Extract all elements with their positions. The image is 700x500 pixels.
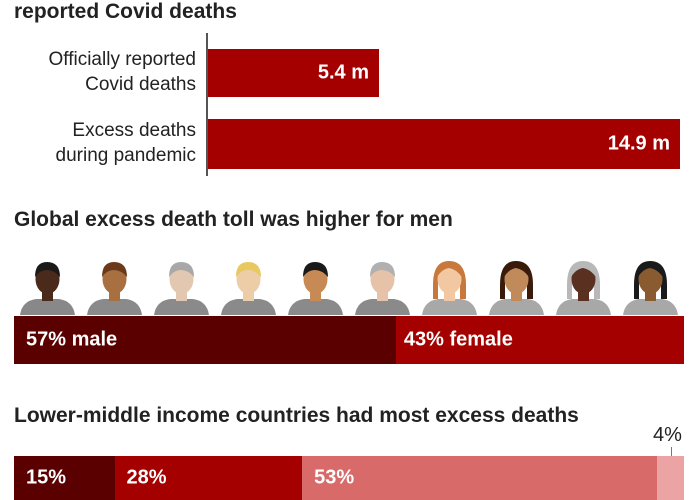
category-label-excess: Excess deaths during pandemic bbox=[56, 118, 196, 168]
category-label-line: during pandemic bbox=[55, 145, 196, 166]
male-face-icon bbox=[215, 255, 282, 315]
male-segment: 57% male bbox=[14, 316, 396, 364]
male-face-icon bbox=[148, 255, 215, 315]
bar-official: 5.4 m bbox=[208, 49, 379, 97]
section1-title: reported Covid deaths bbox=[14, 0, 237, 23]
bar-value-label: 5.4 m bbox=[317, 61, 369, 84]
category-label-line: Excess deaths bbox=[72, 120, 196, 141]
female-face-icon bbox=[550, 255, 617, 315]
bar-value-label: 14.9 m bbox=[607, 132, 670, 155]
section2-title: Global excess death toll was higher for … bbox=[14, 208, 453, 231]
income-segment-3: 53% bbox=[302, 456, 658, 500]
male-face-icon bbox=[282, 255, 349, 315]
male-face-icon bbox=[14, 255, 81, 315]
male-face-icon bbox=[349, 255, 416, 315]
income-segment-1-label: 15% bbox=[26, 466, 67, 489]
category-label-line: Officially reported bbox=[48, 49, 197, 70]
income-4-label: 4% bbox=[653, 424, 682, 446]
bar-axis bbox=[206, 33, 208, 176]
income-4-leader-line bbox=[671, 447, 672, 456]
category-label-official: Officially reported Covid deaths bbox=[49, 47, 197, 97]
income-segment-2-label: 28% bbox=[126, 466, 167, 489]
income-segment-1: 15% bbox=[14, 456, 115, 500]
bar-excess: 14.9 m bbox=[208, 119, 680, 169]
face-icons bbox=[14, 255, 684, 315]
income-segment-4 bbox=[657, 456, 684, 500]
female-face-icon bbox=[617, 255, 684, 315]
female-face-icon bbox=[483, 255, 550, 315]
male-segment-label: 57% male bbox=[26, 328, 118, 351]
male-face-icon bbox=[81, 255, 148, 315]
section3-title: Lower-middle income countries had most e… bbox=[14, 404, 579, 427]
gender-stacked-bar: 57% male 43% female bbox=[14, 316, 684, 364]
income-segment-3-label: 53% bbox=[314, 466, 355, 489]
female-segment: 43% female bbox=[395, 316, 684, 364]
female-face-icon bbox=[416, 255, 483, 315]
female-segment-label: 43% female bbox=[403, 328, 513, 351]
income-stacked-bar: 15% 28% 53% bbox=[14, 456, 684, 500]
category-label-line: Covid deaths bbox=[85, 74, 196, 95]
income-segment-2: 28% bbox=[114, 456, 303, 500]
